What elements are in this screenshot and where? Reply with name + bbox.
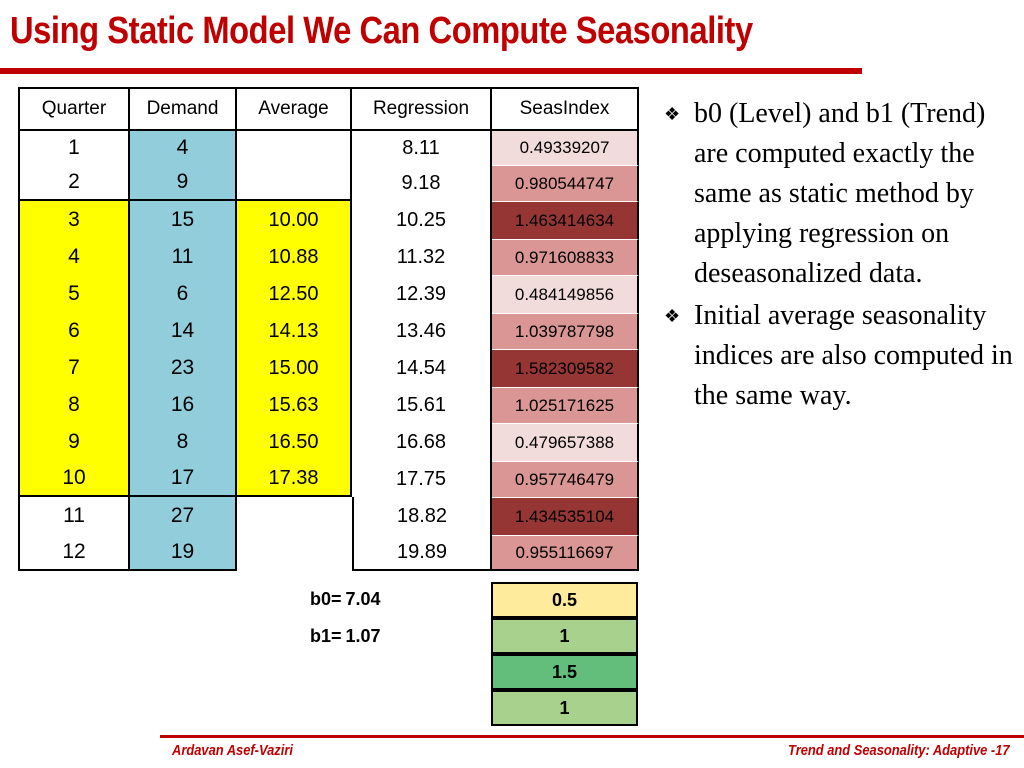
bullet-text: b0 (Level) and b1 (Trend) are computed e… (694, 98, 986, 289)
seas-index-cell: 1.039787798 (492, 313, 639, 349)
average-cell (237, 535, 352, 571)
header-seas-index: SeasIndex (492, 87, 639, 129)
regression-cell: 14.54 (352, 349, 492, 387)
quarter-cell: 12 (18, 535, 130, 571)
footer-page: Trend and Seasonality: Adaptive -17 (788, 742, 1010, 759)
demand-cell: 9 (130, 165, 237, 201)
bullet-list: ❖ b0 (Level) and b1 (Trend) are computed… (664, 94, 1024, 418)
demand-cell: 8 (130, 423, 237, 461)
seas-index-cell: 0.49339207 (492, 129, 639, 165)
demand-cell: 16 (130, 387, 237, 423)
seas-index-cell: 1.434535104 (492, 497, 639, 535)
quarter-cell: 1 (18, 129, 130, 165)
initial-seas-index-cell: 0.5 (491, 582, 638, 618)
seas-index-cell: 0.980544747 (492, 165, 639, 201)
regression-cell: 15.61 (352, 387, 492, 423)
demand-cell: 14 (130, 313, 237, 349)
quarter-cell: 6 (18, 313, 130, 349)
quarter-cell: 5 (18, 275, 130, 313)
b0-value: 7.04 (345, 589, 381, 609)
header-quarter: Quarter (18, 87, 130, 129)
seas-index-cell: 0.479657388 (492, 423, 639, 461)
seas-index-cell: 0.955116697 (492, 535, 639, 571)
demand-cell: 27 (130, 497, 237, 535)
quarter-cell: 9 (18, 423, 130, 461)
quarter-cell: 3 (18, 201, 130, 239)
average-cell: 17.38 (237, 461, 352, 497)
bullet-item: ❖ Initial average seasonality indices ar… (664, 296, 1024, 416)
demand-cell: 17 (130, 461, 237, 497)
bullet-item: ❖ b0 (Level) and b1 (Trend) are computed… (664, 94, 1024, 294)
initial-seas-index-cell: 1.5 (491, 654, 638, 690)
slide-title: Using Static Model We Can Compute Season… (10, 10, 753, 52)
average-cell: 15.00 (237, 349, 352, 387)
regression-cell: 10.25 (352, 201, 492, 239)
initial-seas-index-cell: 1 (491, 618, 638, 654)
seas-index-cell: 1.025171625 (492, 387, 639, 423)
regression-cell: 9.18 (352, 165, 492, 201)
seas-index-cell: 0.971608833 (492, 239, 639, 275)
regression-cell: 16.68 (352, 423, 492, 461)
seas-index-cell: 0.957746479 (492, 461, 639, 497)
demand-cell: 23 (130, 349, 237, 387)
regression-cell: 17.75 (352, 461, 492, 497)
bullet-text: Initial average seasonality indices are … (694, 300, 1013, 411)
regression-cell: 18.82 (352, 497, 492, 535)
average-cell: 12.50 (237, 275, 352, 313)
seasonality-table: Quarter Demand Average Regression SeasIn… (18, 87, 639, 571)
regression-cell: 12.39 (352, 275, 492, 313)
average-cell: 14.13 (237, 313, 352, 349)
average-cell (237, 165, 352, 201)
footer-author: Ardavan Asef-Vaziri (172, 742, 293, 759)
demand-cell: 15 (130, 201, 237, 239)
quarter-cell: 10 (18, 461, 130, 497)
quarter-cell: 2 (18, 165, 130, 201)
initial-seas-index-cell: 1 (491, 690, 638, 726)
average-cell: 10.00 (237, 201, 352, 239)
regression-cell: 19.89 (352, 535, 492, 571)
footer-rule (160, 735, 1024, 738)
seas-index-cell: 1.582309582 (492, 349, 639, 387)
seas-index-cell: 0.484149856 (492, 275, 639, 313)
b1-value: 1.07 (345, 626, 381, 646)
title-underline (0, 68, 862, 74)
demand-cell: 19 (130, 535, 237, 571)
header-average: Average (237, 87, 352, 129)
average-cell: 15.63 (237, 387, 352, 423)
regression-cell: 11.32 (352, 239, 492, 275)
header-regression: Regression (352, 87, 492, 129)
average-cell: 16.50 (237, 423, 352, 461)
b1-label: b1= 1.07 (310, 626, 381, 647)
quarter-cell: 11 (18, 497, 130, 535)
quarter-cell: 4 (18, 239, 130, 275)
average-cell (237, 129, 352, 165)
regression-cell: 13.46 (352, 313, 492, 349)
quarter-cell: 7 (18, 349, 130, 387)
diamond-bullet-icon: ❖ (664, 104, 681, 124)
regression-cell: 8.11 (352, 129, 492, 165)
demand-cell: 6 (130, 275, 237, 313)
diamond-bullet-icon: ❖ (664, 306, 681, 326)
b1-label-text: b1= (310, 626, 342, 646)
b0-label: b0= 7.04 (310, 589, 381, 610)
average-cell: 10.88 (237, 239, 352, 275)
average-cell (237, 497, 352, 535)
seas-index-cell: 1.463414634 (492, 201, 639, 239)
header-demand: Demand (130, 87, 237, 129)
demand-cell: 11 (130, 239, 237, 275)
demand-cell: 4 (130, 129, 237, 165)
quarter-cell: 8 (18, 387, 130, 423)
b0-label-text: b0= (310, 589, 342, 609)
